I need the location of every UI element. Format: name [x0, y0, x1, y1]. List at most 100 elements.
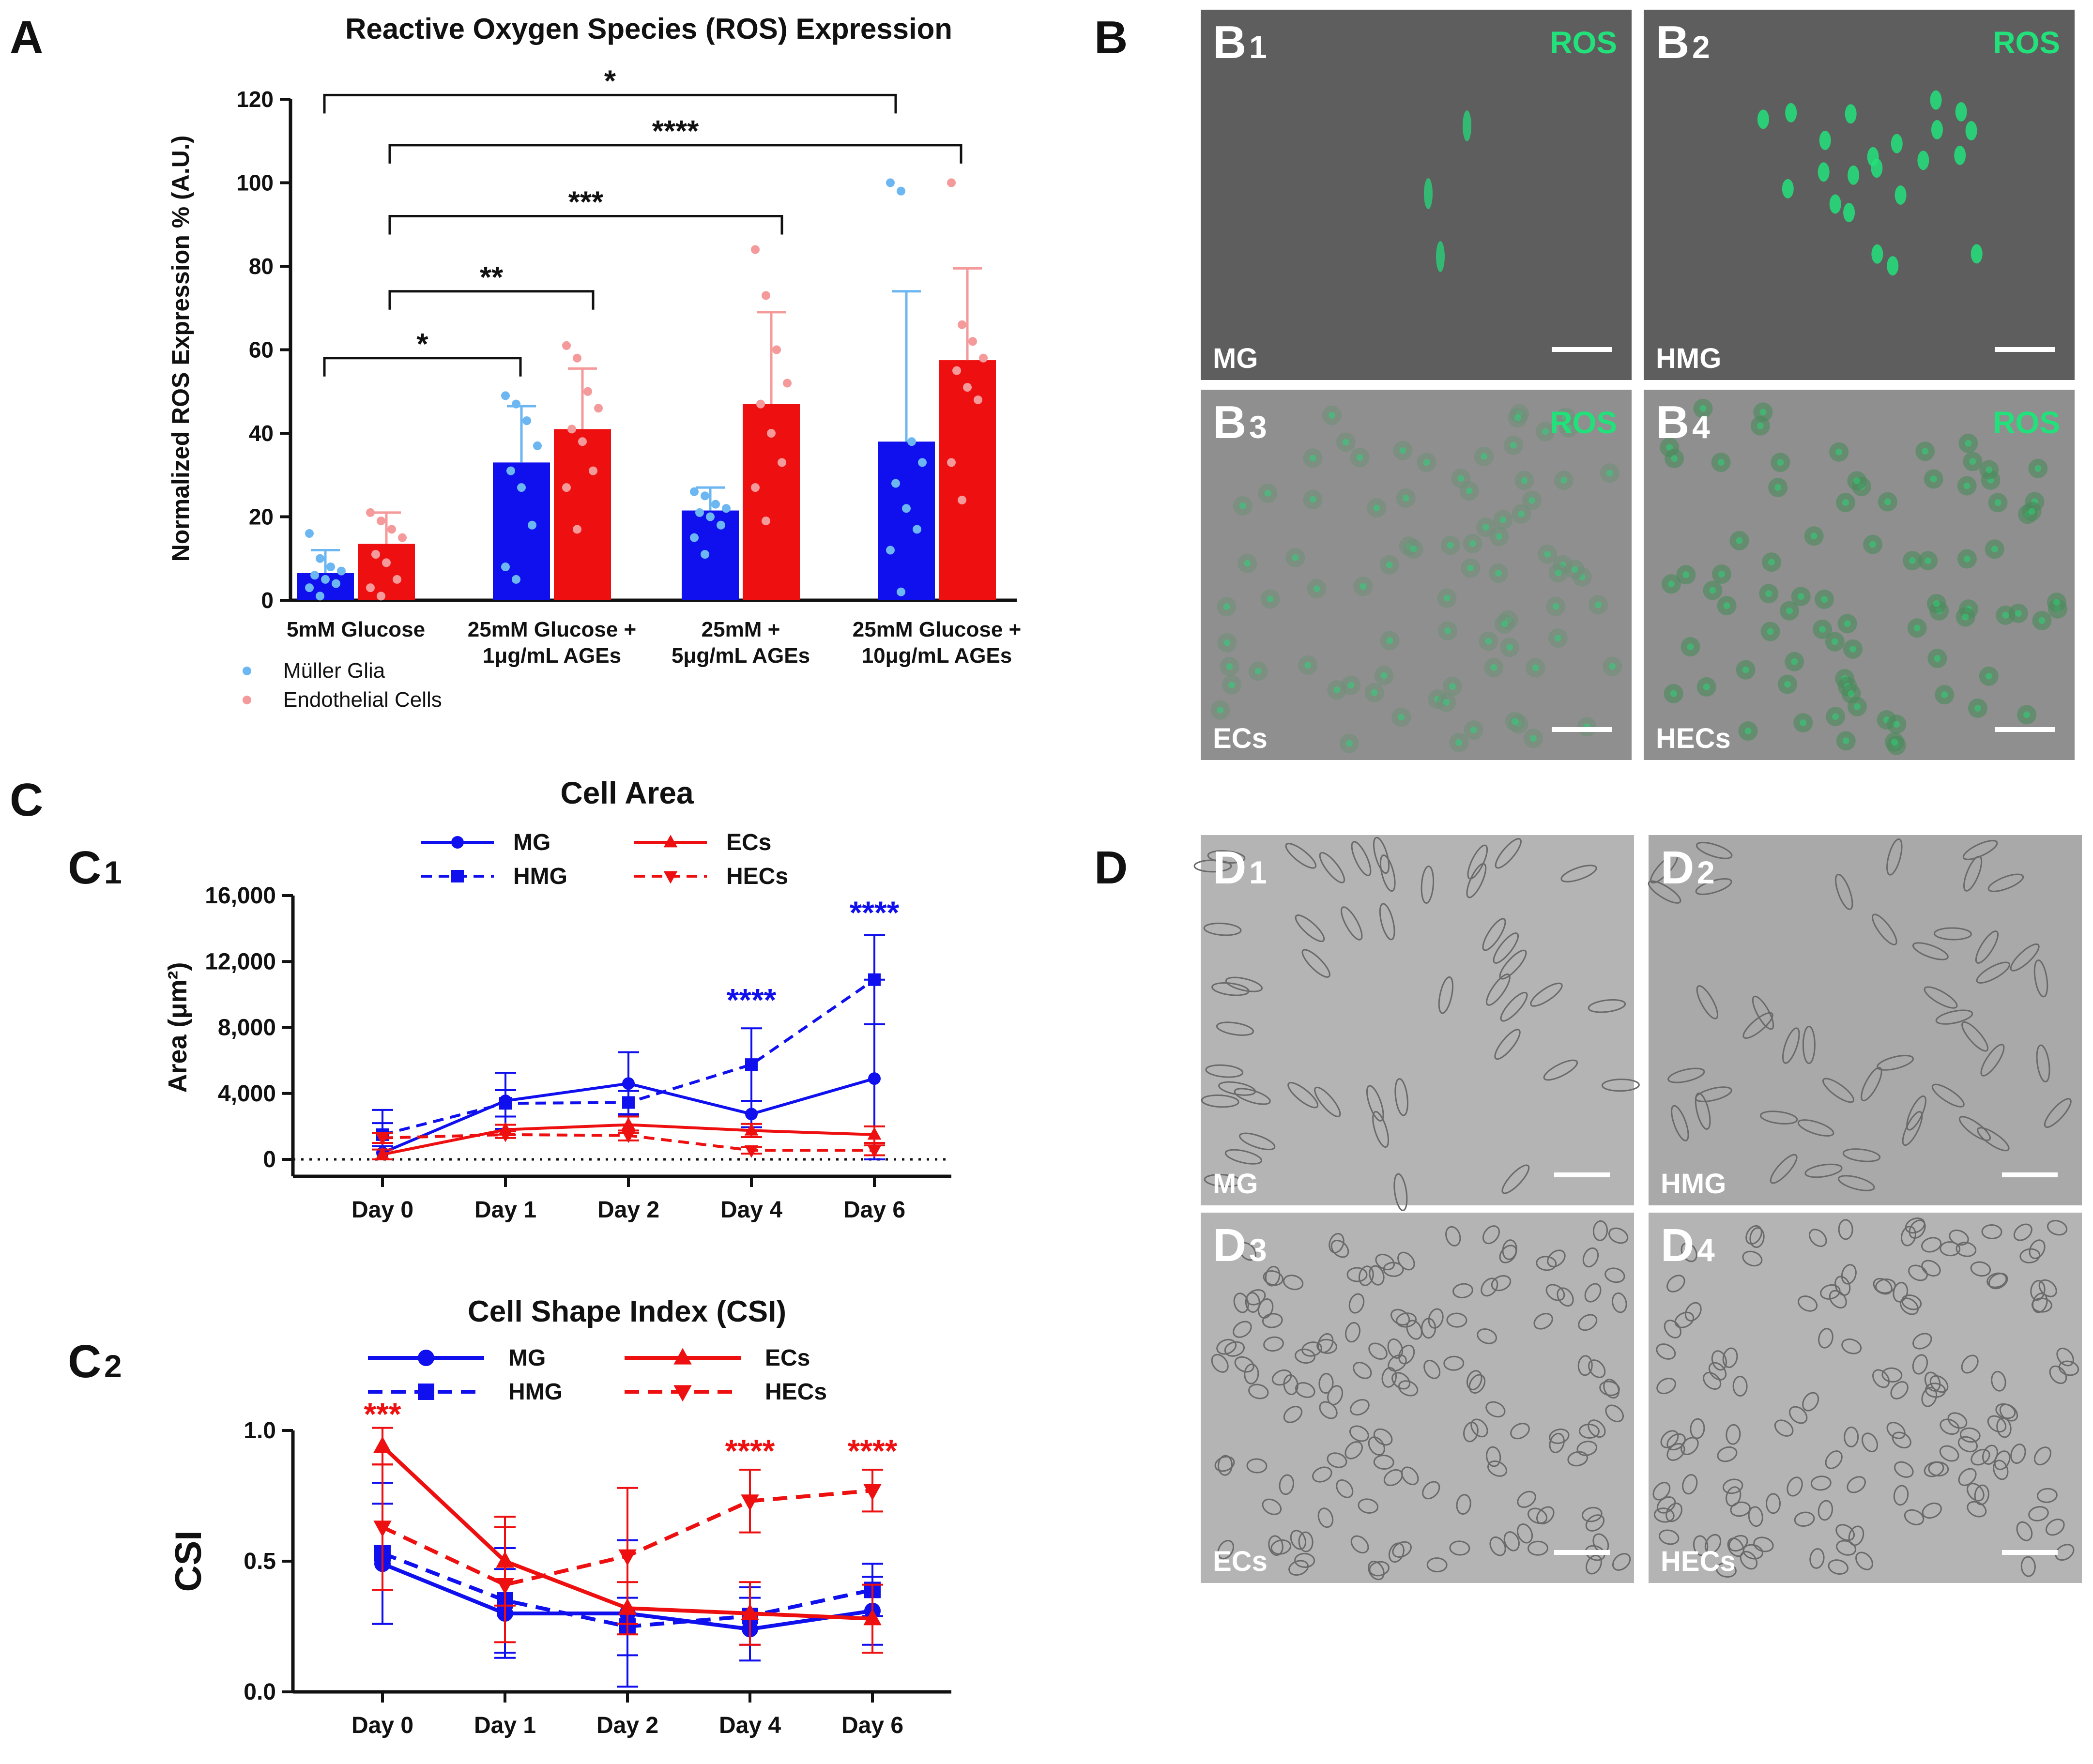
cell	[2058, 1360, 2079, 1376]
ros-nucleus	[1239, 502, 1246, 509]
ros-nucleus	[1466, 487, 1473, 495]
cell	[1681, 1242, 1697, 1262]
ros-nucleus	[2015, 610, 2022, 617]
data-point	[891, 479, 900, 488]
ros-cell	[1971, 244, 1983, 264]
cell	[1841, 1264, 1857, 1285]
cell	[1486, 973, 1511, 1006]
cell	[1957, 549, 1977, 569]
cell	[1303, 448, 1323, 468]
data-point	[305, 583, 314, 593]
panel-sublabel-sub: 2	[104, 1348, 122, 1384]
cell	[1847, 697, 1867, 716]
cell	[1975, 930, 1999, 964]
cell	[1467, 844, 1488, 880]
ros-nucleus	[1443, 594, 1451, 602]
cell	[1661, 574, 1681, 594]
ros-nucleus	[1709, 587, 1716, 594]
cell	[1893, 1282, 1909, 1303]
cell	[1676, 565, 1696, 585]
cell	[1379, 555, 1399, 575]
cell	[1437, 588, 1457, 608]
significance-label: ****	[850, 895, 900, 930]
cell	[1822, 1078, 1855, 1103]
significance-label: ***	[364, 1396, 401, 1432]
cell	[1373, 836, 1390, 874]
cell	[1353, 577, 1373, 596]
cell	[1971, 1448, 1990, 1466]
cell	[1789, 1406, 1808, 1424]
micrograph-tile	[1201, 1213, 1634, 1583]
cell	[1804, 1163, 1843, 1178]
cell	[1327, 1452, 1347, 1468]
cell	[1958, 1468, 1977, 1486]
cell	[1344, 1441, 1363, 1460]
cell	[1907, 618, 1927, 638]
data-point	[762, 517, 770, 526]
ros-nucleus	[1835, 448, 1843, 456]
ros-nucleus	[1842, 499, 1849, 506]
y-tick-label: 16,000	[205, 883, 276, 909]
cell	[1527, 1540, 1548, 1556]
tile-label: MG	[1213, 1168, 1258, 1200]
data-point	[902, 504, 911, 513]
data-point	[947, 458, 956, 467]
cell	[1528, 1507, 1548, 1524]
cell	[1745, 1225, 1762, 1245]
cell	[1224, 1341, 1245, 1357]
data-point	[711, 500, 720, 509]
cell	[1554, 471, 1574, 490]
cell	[1770, 1154, 1798, 1184]
ros-nucleus	[1717, 459, 1725, 466]
cell	[1290, 1530, 1307, 1550]
cell	[1489, 1536, 1506, 1556]
data-point	[506, 466, 515, 475]
cell	[1217, 597, 1237, 617]
cell	[1369, 1265, 1385, 1286]
cell	[1993, 1460, 2009, 1480]
cell	[1218, 1455, 1233, 1476]
data-point	[522, 416, 531, 426]
cell	[1844, 1426, 1859, 1447]
cell	[2033, 959, 2048, 998]
ros-nucleus	[1913, 624, 1921, 632]
data-point	[496, 1578, 514, 1595]
data-point	[621, 1117, 636, 1130]
cell	[1461, 558, 1481, 578]
cell	[1791, 587, 1811, 607]
cell	[2010, 943, 2040, 972]
data-point	[528, 520, 536, 530]
cell	[1578, 1314, 1598, 1331]
cell	[1349, 1425, 1369, 1442]
ros-nucleus	[2053, 599, 2060, 606]
cell	[1878, 492, 1897, 512]
cell	[1526, 658, 1545, 678]
cell	[1245, 1292, 1260, 1313]
cell	[1711, 453, 1731, 472]
cell	[1837, 1175, 1875, 1191]
cell	[1319, 1401, 1338, 1419]
cell	[1295, 1382, 1315, 1398]
cell	[2029, 1239, 2046, 1260]
cell	[1861, 1066, 1882, 1101]
ros-nucleus	[1499, 516, 1507, 523]
cell	[1379, 903, 1395, 941]
cell	[1924, 986, 1958, 1009]
ros-cell	[1917, 151, 1929, 170]
cell	[1582, 1247, 1599, 1268]
data-point	[741, 1494, 759, 1511]
ros-nucleus	[1791, 658, 1798, 665]
cell	[1368, 1342, 1388, 1360]
panel-a: Reactive Oxygen Species (ROS) Expression…	[167, 13, 1021, 712]
tile-stain-label: ROS	[1550, 405, 1617, 440]
cell	[1298, 655, 1318, 675]
x-tick-label: Day 4	[720, 1197, 782, 1223]
cell	[1732, 1376, 1748, 1397]
tile-subscript: 1	[1249, 29, 1267, 65]
data-point	[886, 178, 895, 187]
cell	[1900, 1226, 1916, 1247]
cell	[1759, 584, 1779, 604]
cell	[1961, 1354, 1979, 1374]
x-tick-label: Day 2	[597, 1197, 659, 1223]
